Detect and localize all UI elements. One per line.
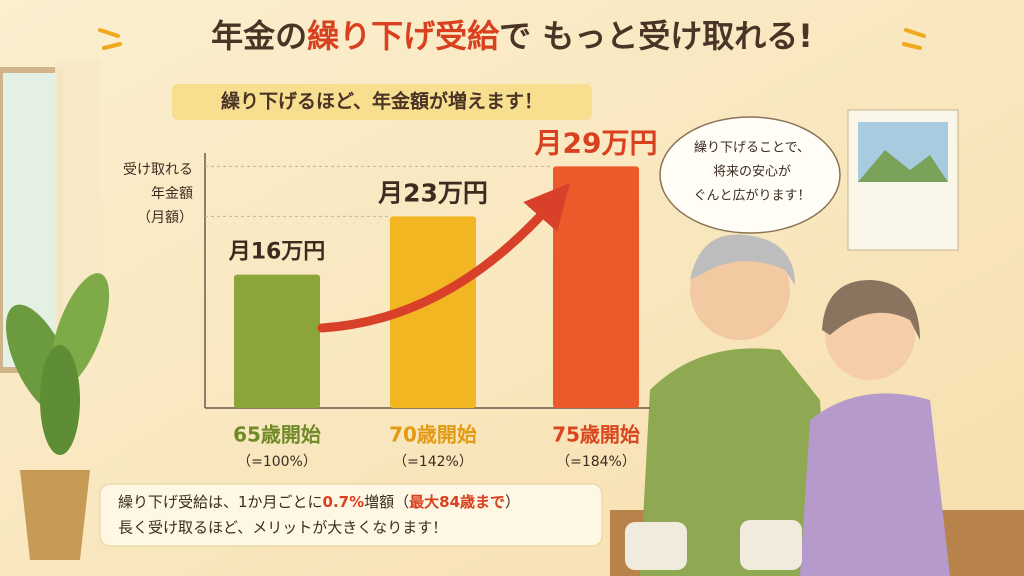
x-tick-label: 65歳開始 [233, 423, 321, 447]
title-part: で もっと受け取れる! [499, 17, 813, 55]
title-sparks [98, 28, 926, 50]
note-box [99, 483, 603, 547]
bar [234, 274, 320, 408]
note-line: 繰り下げ受給は、1か月ごとに0.7%増額（最大84歳まで） [118, 493, 520, 511]
value-label: 月16万円 [228, 240, 326, 265]
value-label: 月23万円 [377, 178, 488, 207]
note-text: 増額（ [364, 493, 409, 511]
plant [5, 273, 110, 560]
title-highlight: 繰り下げ受給 [307, 17, 500, 55]
y-axis-label: 年金額 [151, 186, 193, 202]
subtitle-box [172, 84, 592, 120]
x-tick-label: 75歳開始 [552, 423, 640, 447]
title: 年金の繰り下げ受給で もっと受け取れる! [211, 17, 813, 55]
bar [390, 216, 476, 408]
note-line: 長く受け取るほど、メリットが大きくなります！ [118, 519, 447, 537]
x-tick-note: （=184%） [556, 454, 636, 470]
note-text: 繰り下げ受給は、1か月ごとに [118, 493, 323, 511]
bar [553, 166, 639, 408]
speech-text: 将来の安心が [713, 165, 791, 180]
calendar [847, 109, 959, 251]
couple-illustration [640, 234, 950, 576]
note-text: ） [505, 493, 520, 511]
cup [740, 520, 802, 570]
note-highlight: 0.7% [323, 493, 365, 511]
x-tick-note: （=142%） [393, 454, 473, 470]
speech-bubble [659, 116, 841, 234]
value-label: 月29万円 [534, 126, 658, 159]
y-axis-label: （月額） [137, 210, 193, 226]
y-axis-label: 受け取れる [123, 162, 193, 178]
cup [625, 522, 687, 570]
note-highlight: 最大84歳まで [409, 493, 505, 511]
speech-text: ぐんと広がります！ [693, 189, 810, 204]
x-tick-note: （=100%） [237, 454, 317, 470]
title-part: 年金の [211, 17, 307, 55]
growth-arrow [317, 183, 570, 333]
x-tick-label: 70歳開始 [389, 423, 477, 447]
speech-text: 繰り下げることで、 [694, 141, 810, 156]
subtitle: 繰り下げるほど、年金額が増えます！ [221, 90, 543, 113]
